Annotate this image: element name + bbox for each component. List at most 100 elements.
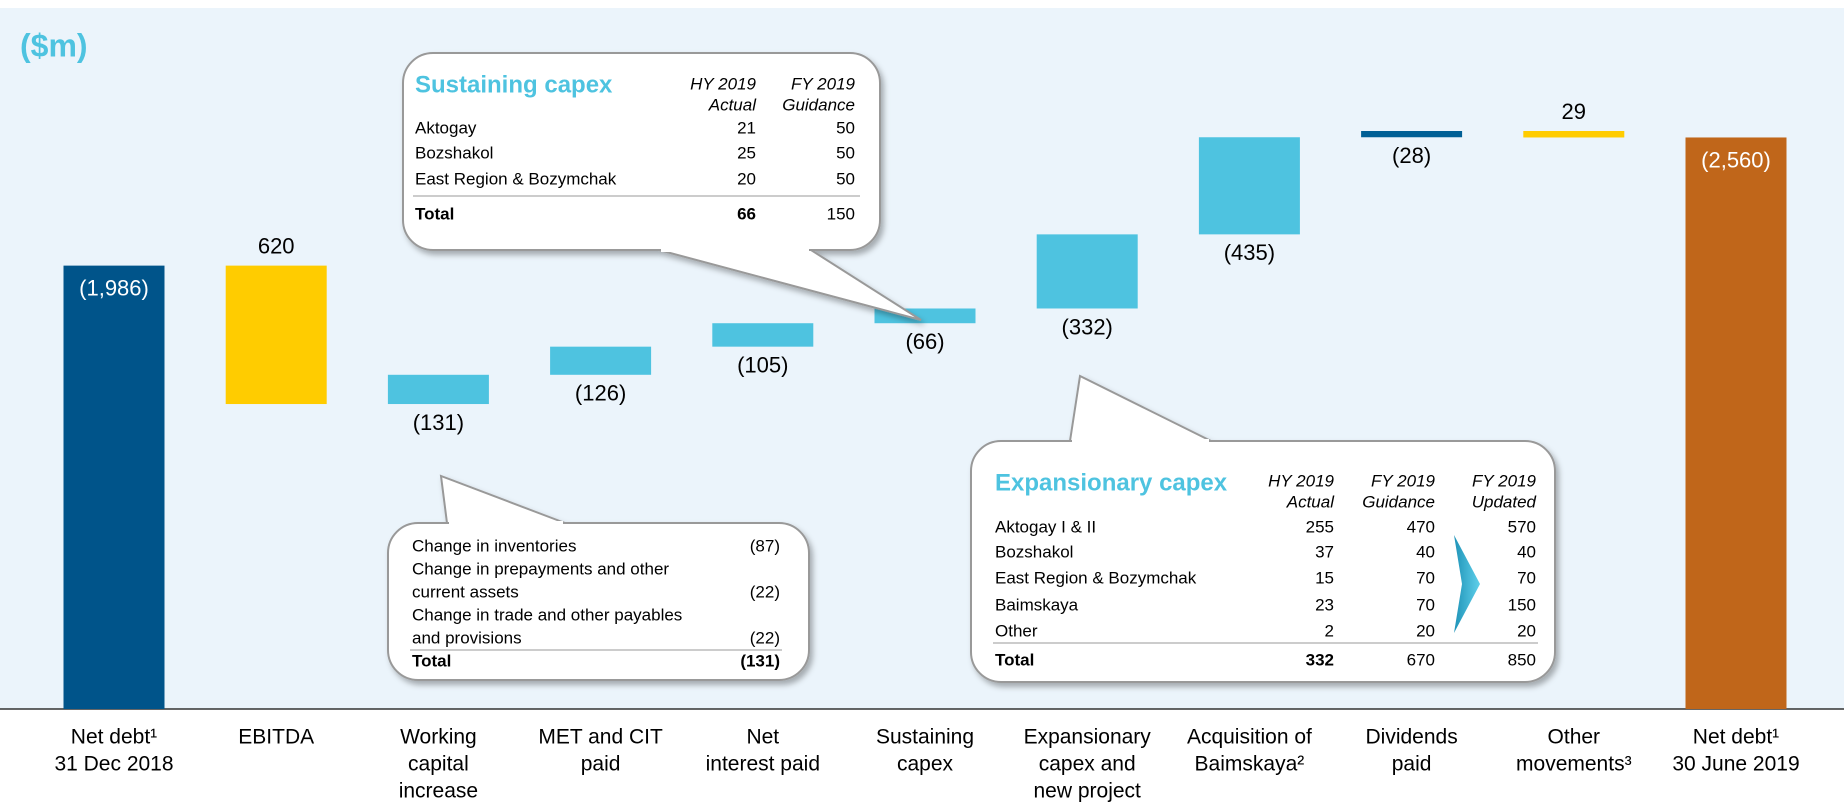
row-value: (22) [750, 582, 780, 601]
x-tick-label: Working [400, 726, 477, 749]
value-label: (2,560) [1701, 147, 1771, 172]
value-label: (332) [1062, 314, 1113, 339]
x-tick-label: interest paid [706, 753, 820, 776]
callout-box [387, 522, 810, 681]
x-tick-label: Sustaining [876, 726, 974, 749]
x-tick-label: MET and CIT [538, 726, 663, 749]
total-value: 670 [1407, 650, 1435, 669]
value-label: (126) [575, 381, 626, 406]
callout [970, 374, 1556, 683]
callout [387, 474, 810, 681]
bar [1198, 137, 1300, 235]
row-value: 20 [737, 169, 756, 188]
bar [387, 374, 489, 405]
callout [402, 52, 922, 321]
row-label: Aktogay I & II [995, 517, 1096, 536]
bar [1036, 234, 1138, 309]
row-value: 70 [1416, 568, 1435, 587]
row-value: 50 [836, 143, 855, 162]
callout-box [970, 440, 1556, 683]
row-label: Aktogay [415, 118, 477, 137]
x-tick-label: 30 June 2019 [1672, 753, 1799, 776]
x-tick-label: Dividends [1365, 726, 1457, 749]
row-value: 21 [737, 118, 756, 137]
column-header: Actual [708, 95, 757, 114]
x-tick-label: capex and [1039, 753, 1136, 776]
row-value: 40 [1416, 542, 1435, 561]
row-label: and provisions [412, 628, 522, 647]
x-tick-label: 31 Dec 2018 [54, 753, 173, 776]
row-value: 40 [1517, 542, 1536, 561]
row-label: Change in prepayments and other [412, 559, 669, 578]
x-tick-label: Net debt¹ [71, 726, 157, 749]
value-label: 29 [1562, 99, 1586, 124]
value-label: 620 [258, 233, 295, 258]
row-value: 20 [1416, 621, 1435, 640]
row-value: 70 [1517, 568, 1536, 587]
column-header: Actual [1286, 492, 1335, 511]
total-value: 66 [737, 204, 756, 223]
x-tick-label: Expansionary [1024, 726, 1152, 749]
callout-title: Sustaining capex [415, 71, 613, 98]
value-label: (435) [1224, 240, 1275, 265]
column-header: FY 2019 [1371, 471, 1436, 490]
row-value: 50 [836, 169, 855, 188]
row-value: 470 [1407, 517, 1435, 536]
column-header: Updated [1472, 492, 1537, 511]
row-label: East Region & Bozymchak [415, 169, 617, 188]
total-label: Total [412, 651, 451, 670]
bar [712, 323, 814, 347]
row-value: 37 [1315, 542, 1334, 561]
bar [550, 346, 652, 375]
x-tick-label: Net [746, 726, 779, 749]
row-value: 2 [1325, 621, 1334, 640]
row-value: 23 [1315, 595, 1334, 614]
column-header: Guidance [1362, 492, 1435, 511]
row-value: (87) [750, 536, 780, 555]
x-tick-label: Net debt¹ [1693, 726, 1779, 749]
x-tick-label: increase [399, 780, 478, 803]
row-label: current assets [412, 582, 519, 601]
total-value: 332 [1306, 650, 1334, 669]
x-tick-label: Baimskaya² [1195, 753, 1305, 776]
unit-label: ($m) [20, 27, 88, 63]
row-value: 70 [1416, 595, 1435, 614]
value-label: (105) [737, 352, 788, 377]
row-label: Other [995, 621, 1038, 640]
column-header: Guidance [782, 95, 855, 114]
row-label: East Region & Bozymchak [995, 568, 1197, 587]
bar [1685, 137, 1787, 710]
row-value: 150 [1508, 595, 1536, 614]
callout-title: Expansionary capex [995, 469, 1228, 496]
column-header: HY 2019 [1268, 471, 1334, 490]
column-header: HY 2019 [690, 74, 756, 93]
x-tick-label: capex [897, 753, 954, 776]
arrow-chevron [1454, 535, 1480, 633]
row-value: (22) [750, 628, 780, 647]
total-label: Total [995, 650, 1034, 669]
row-value: 15 [1315, 568, 1334, 587]
row-label: Change in trade and other payables [412, 605, 682, 624]
value-label: (66) [905, 329, 944, 354]
value-label: (131) [413, 410, 464, 435]
value-label: (28) [1392, 143, 1431, 168]
row-value: 255 [1306, 517, 1334, 536]
x-tick-label: capital [408, 753, 469, 776]
bar [63, 265, 165, 709]
x-tick-label: Acquisition of [1187, 726, 1312, 749]
bar [225, 265, 327, 405]
x-tick-label: new project [1034, 780, 1142, 803]
x-tick-label: Other [1548, 726, 1601, 749]
row-label: Change in inventories [412, 536, 576, 555]
row-value: 25 [737, 143, 756, 162]
row-label: Bozshakol [415, 143, 493, 162]
x-tick-label: paid [1392, 753, 1432, 776]
total-value: 150 [827, 204, 855, 223]
callout-box [402, 52, 881, 251]
row-value: 570 [1508, 517, 1536, 536]
value-label: (1,986) [79, 275, 149, 300]
total-value: (131) [740, 651, 780, 670]
row-value: 20 [1517, 621, 1536, 640]
row-label: Bozshakol [995, 542, 1073, 561]
